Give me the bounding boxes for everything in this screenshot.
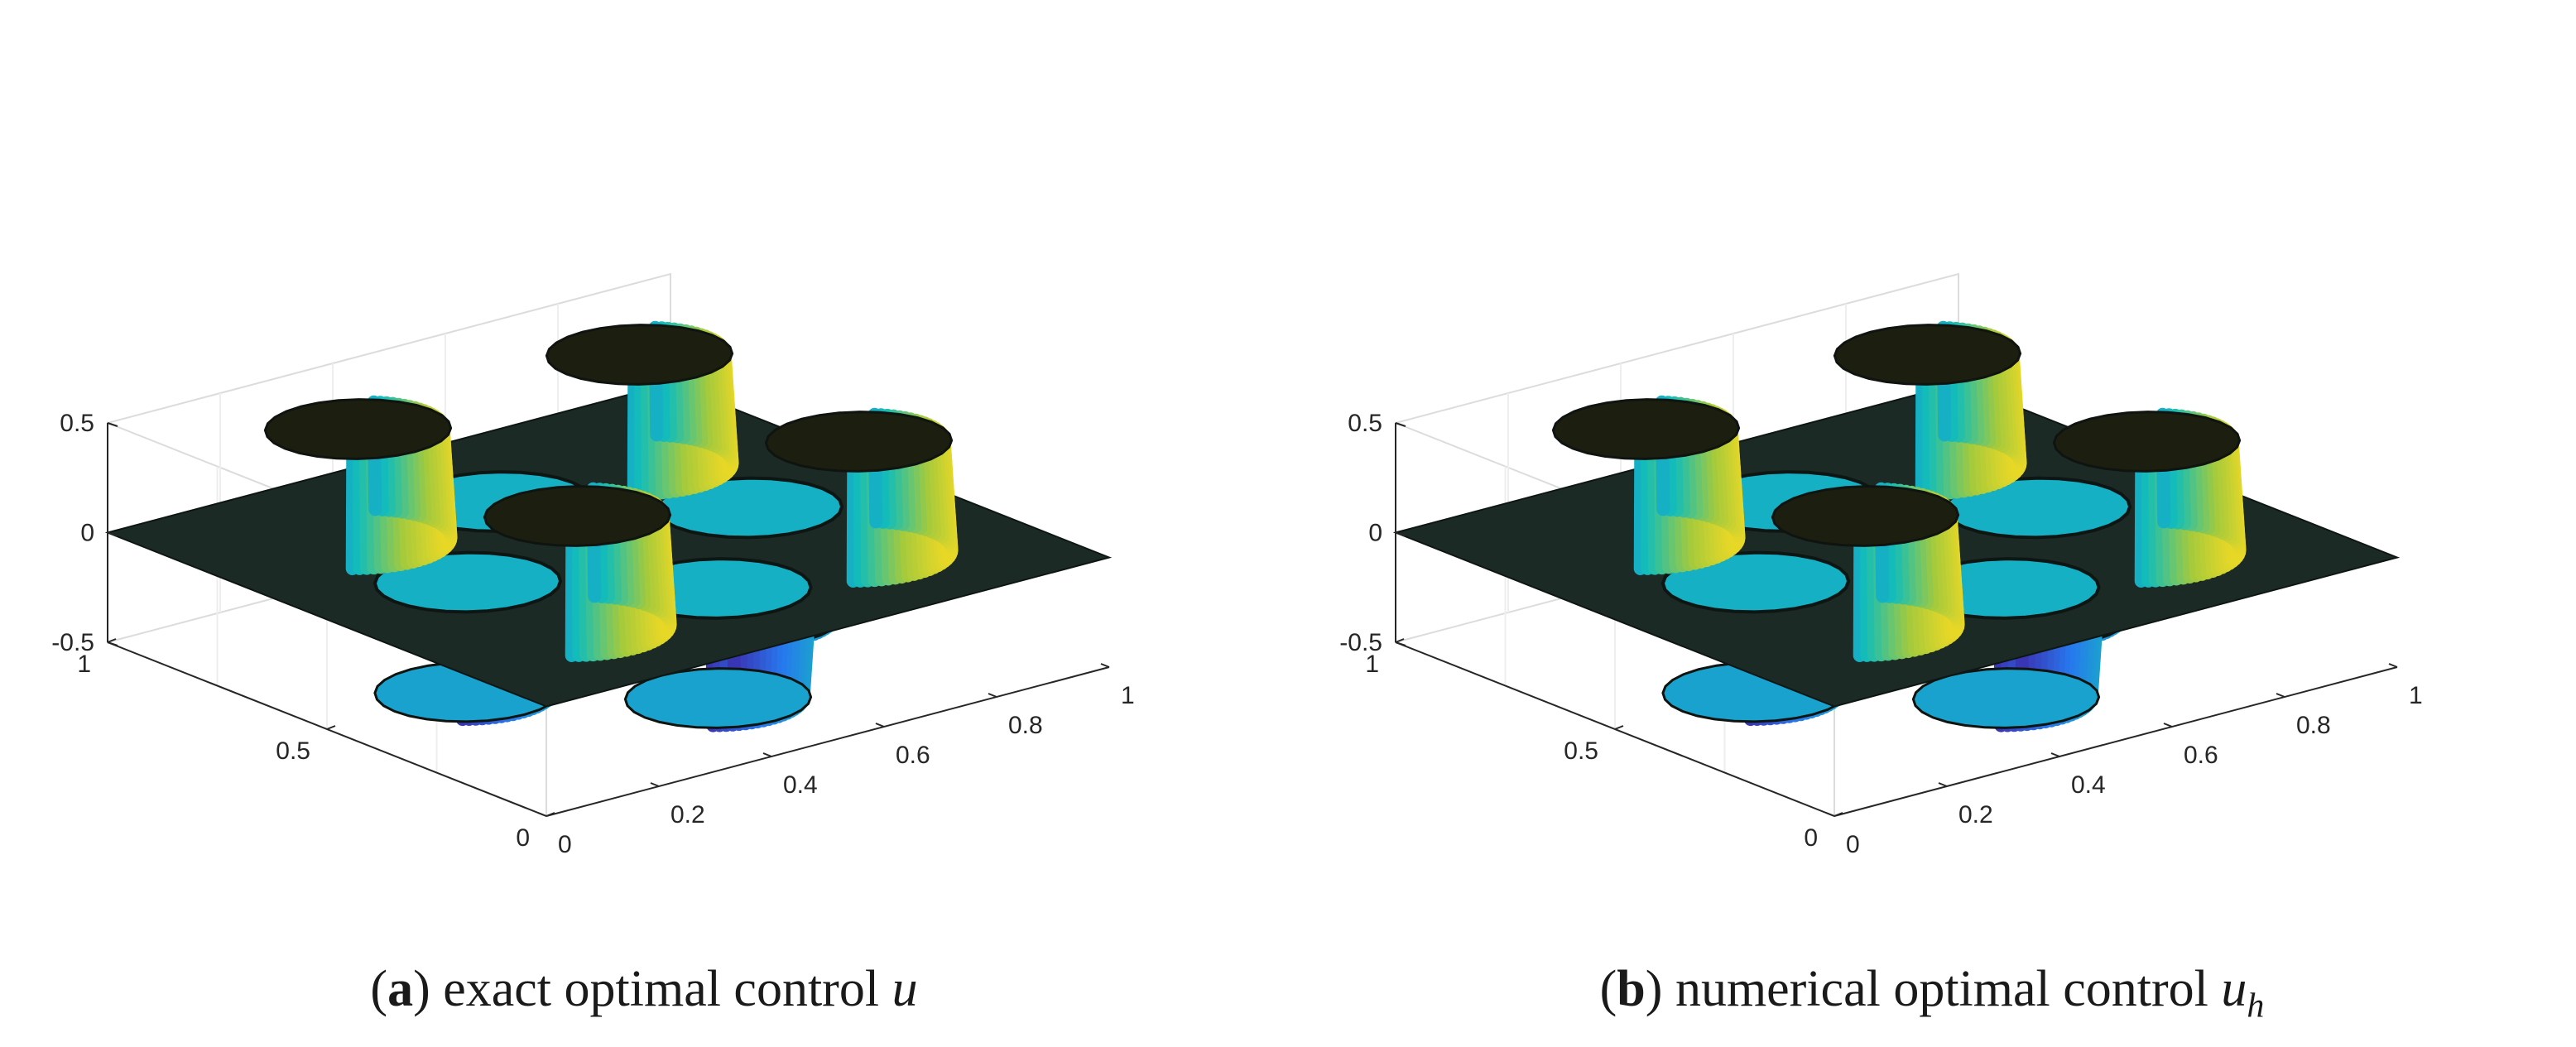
negative-bump-opening-5 <box>372 550 563 614</box>
y-tick-label: 0.5 <box>1564 737 1598 765</box>
z-tick-label: 0 <box>80 520 94 547</box>
figure-panel-a: -0.5 0 0.5 0 0.2 0.4 0.6 0.8 1 0 0.5 1 (a) exact op… <box>51 272 1135 1017</box>
surface-bump-3 <box>263 395 458 575</box>
x-tick-label: 0.8 <box>2296 712 2331 739</box>
y-tick-label: 0 <box>516 824 530 852</box>
caption-b: (b) numerical optimal control uh <box>1599 961 2265 1025</box>
z-tick-label: -0.5 <box>51 629 94 656</box>
surface-bump-2 <box>1833 320 2027 501</box>
caption-a-text: exact optimal control <box>443 961 880 1017</box>
surface-bump-1 <box>1771 482 1965 662</box>
surface-bumps-positive <box>263 320 959 662</box>
negative-bump-opening-8 <box>1942 476 2132 540</box>
z-tick-label: 0 <box>1368 520 1382 547</box>
x-tick-label: 0.4 <box>2071 771 2106 799</box>
x-tick-label: 0.2 <box>670 801 705 828</box>
x-tick-label: 1 <box>1121 682 1135 709</box>
y-tick-label: 1 <box>1365 651 1379 678</box>
negative-bump-opening-5 <box>1660 550 1851 614</box>
surface-plot-a: -0.5 0 0.5 0 0.2 0.4 0.6 0.8 1 0 0.5 1 <box>51 272 1135 858</box>
surface-bump-4 <box>2052 407 2247 588</box>
surface-bump-4 <box>764 407 959 588</box>
caption-a: (a) exact optimal control u <box>370 961 918 1017</box>
caption-a-var: u <box>892 961 918 1017</box>
axis-lines <box>1395 422 2398 817</box>
caption-b-var: u <box>2221 961 2247 1017</box>
z-tick-label: -0.5 <box>1339 629 1382 656</box>
surface-bump-1 <box>483 482 677 662</box>
surface-plot-b: -0.5 0 0.5 0 0.2 0.4 0.6 0.8 1 0 0.5 1 <box>1339 272 2423 858</box>
caption-a-label: a <box>387 961 414 1017</box>
z-tick-label: 0.5 <box>60 410 94 437</box>
y-tick-label: 1 <box>77 651 91 678</box>
caption-b-text: numerical optimal control <box>1675 961 2208 1017</box>
x-tick-label: 0.8 <box>1008 712 1043 739</box>
z-tick-label: 0.5 <box>1348 410 1382 437</box>
surface-bump-3 <box>1551 395 1746 575</box>
surface-bump-2 <box>545 320 739 501</box>
y-tick-label: 0.5 <box>276 737 310 765</box>
x-tick-label: 1 <box>2409 682 2423 709</box>
negative-bump-opening-8 <box>654 476 844 540</box>
x-tick-label: 0.2 <box>1958 801 1993 828</box>
caption-b-sub: h <box>2247 987 2265 1025</box>
x-tick-label: 0.6 <box>2184 742 2218 769</box>
figure-panel-b: -0.5 0 0.5 0 0.2 0.4 0.6 0.8 1 0 0.5 1 (b) numerica… <box>1288 0 2576 1047</box>
x-tick-label: 0.6 <box>896 742 930 769</box>
caption-b-label: b <box>1617 961 1646 1017</box>
x-tick-label: 0 <box>1846 831 1860 858</box>
axis-lines <box>107 422 1110 817</box>
x-tick-label: 0 <box>558 831 572 858</box>
surface-bumps-positive <box>1551 320 2247 662</box>
y-tick-label: 0 <box>1804 824 1818 852</box>
x-tick-label: 0.4 <box>783 771 818 799</box>
